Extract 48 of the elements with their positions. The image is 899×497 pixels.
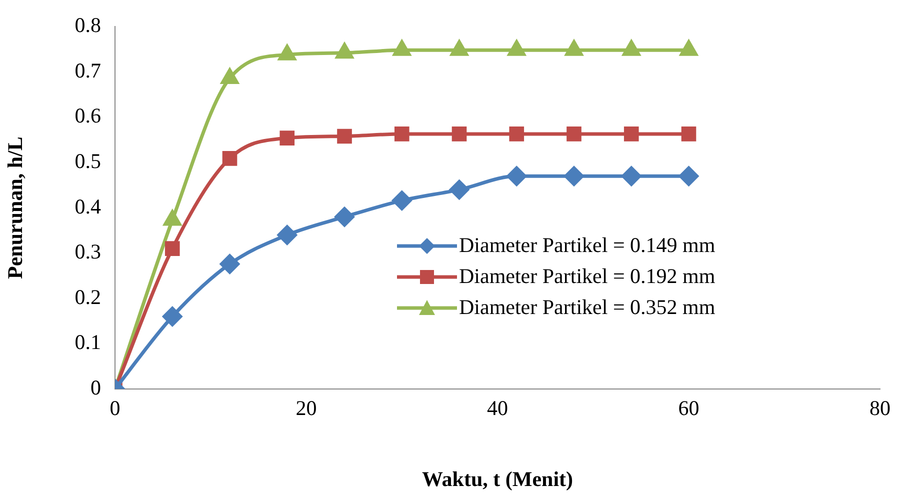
x-tick-label: 20 [296,396,317,420]
point [622,40,640,56]
point [565,40,583,56]
point [508,40,526,56]
point [624,126,639,142]
point [334,207,354,227]
point [220,254,240,274]
point [280,130,295,146]
point [509,126,524,142]
x-tick-label: 80 [870,396,890,420]
point [336,43,354,59]
y-tick-label: 0.6 [74,104,101,128]
legend-label: Diameter Partikel = 0.149 mm [459,233,716,258]
point [394,126,410,142]
y-tick-label: 0.5 [74,149,101,174]
point [506,166,526,186]
point [452,126,467,142]
y-tick-label: 0.1 [74,330,101,354]
point [622,166,642,186]
point [222,151,238,166]
y-tick-label: 0.2 [74,284,101,309]
x-tick-label: 60 [678,396,700,420]
point [450,180,469,200]
point [566,126,582,142]
point [278,44,296,60]
y-tick-label: 0.4 [74,194,102,218]
point [392,190,412,210]
x-axis-title: Waktu, t (Menit) [422,466,574,491]
legend-label: Diameter Partikel = 0.352 mm [459,295,716,320]
point [680,40,698,56]
point [450,40,468,56]
point [162,306,182,326]
point [681,126,696,142]
point [337,128,352,144]
x-tick-label: 0 [110,396,120,420]
y-axis-title: Penurunan, h/L [3,136,28,279]
y-tick-label: 0 [90,376,101,400]
x-tick-label: 40 [487,396,508,420]
point [564,166,584,186]
point [164,241,180,256]
legend-label: Diameter Partikel = 0.192 mm [459,264,716,289]
y-tick-label: 0.7 [74,58,101,82]
point [221,68,238,84]
point [393,40,411,56]
point [277,225,297,245]
y-tick-label: 0.8 [74,13,101,38]
point [679,166,698,186]
y-tick-label: 0.3 [74,240,101,264]
